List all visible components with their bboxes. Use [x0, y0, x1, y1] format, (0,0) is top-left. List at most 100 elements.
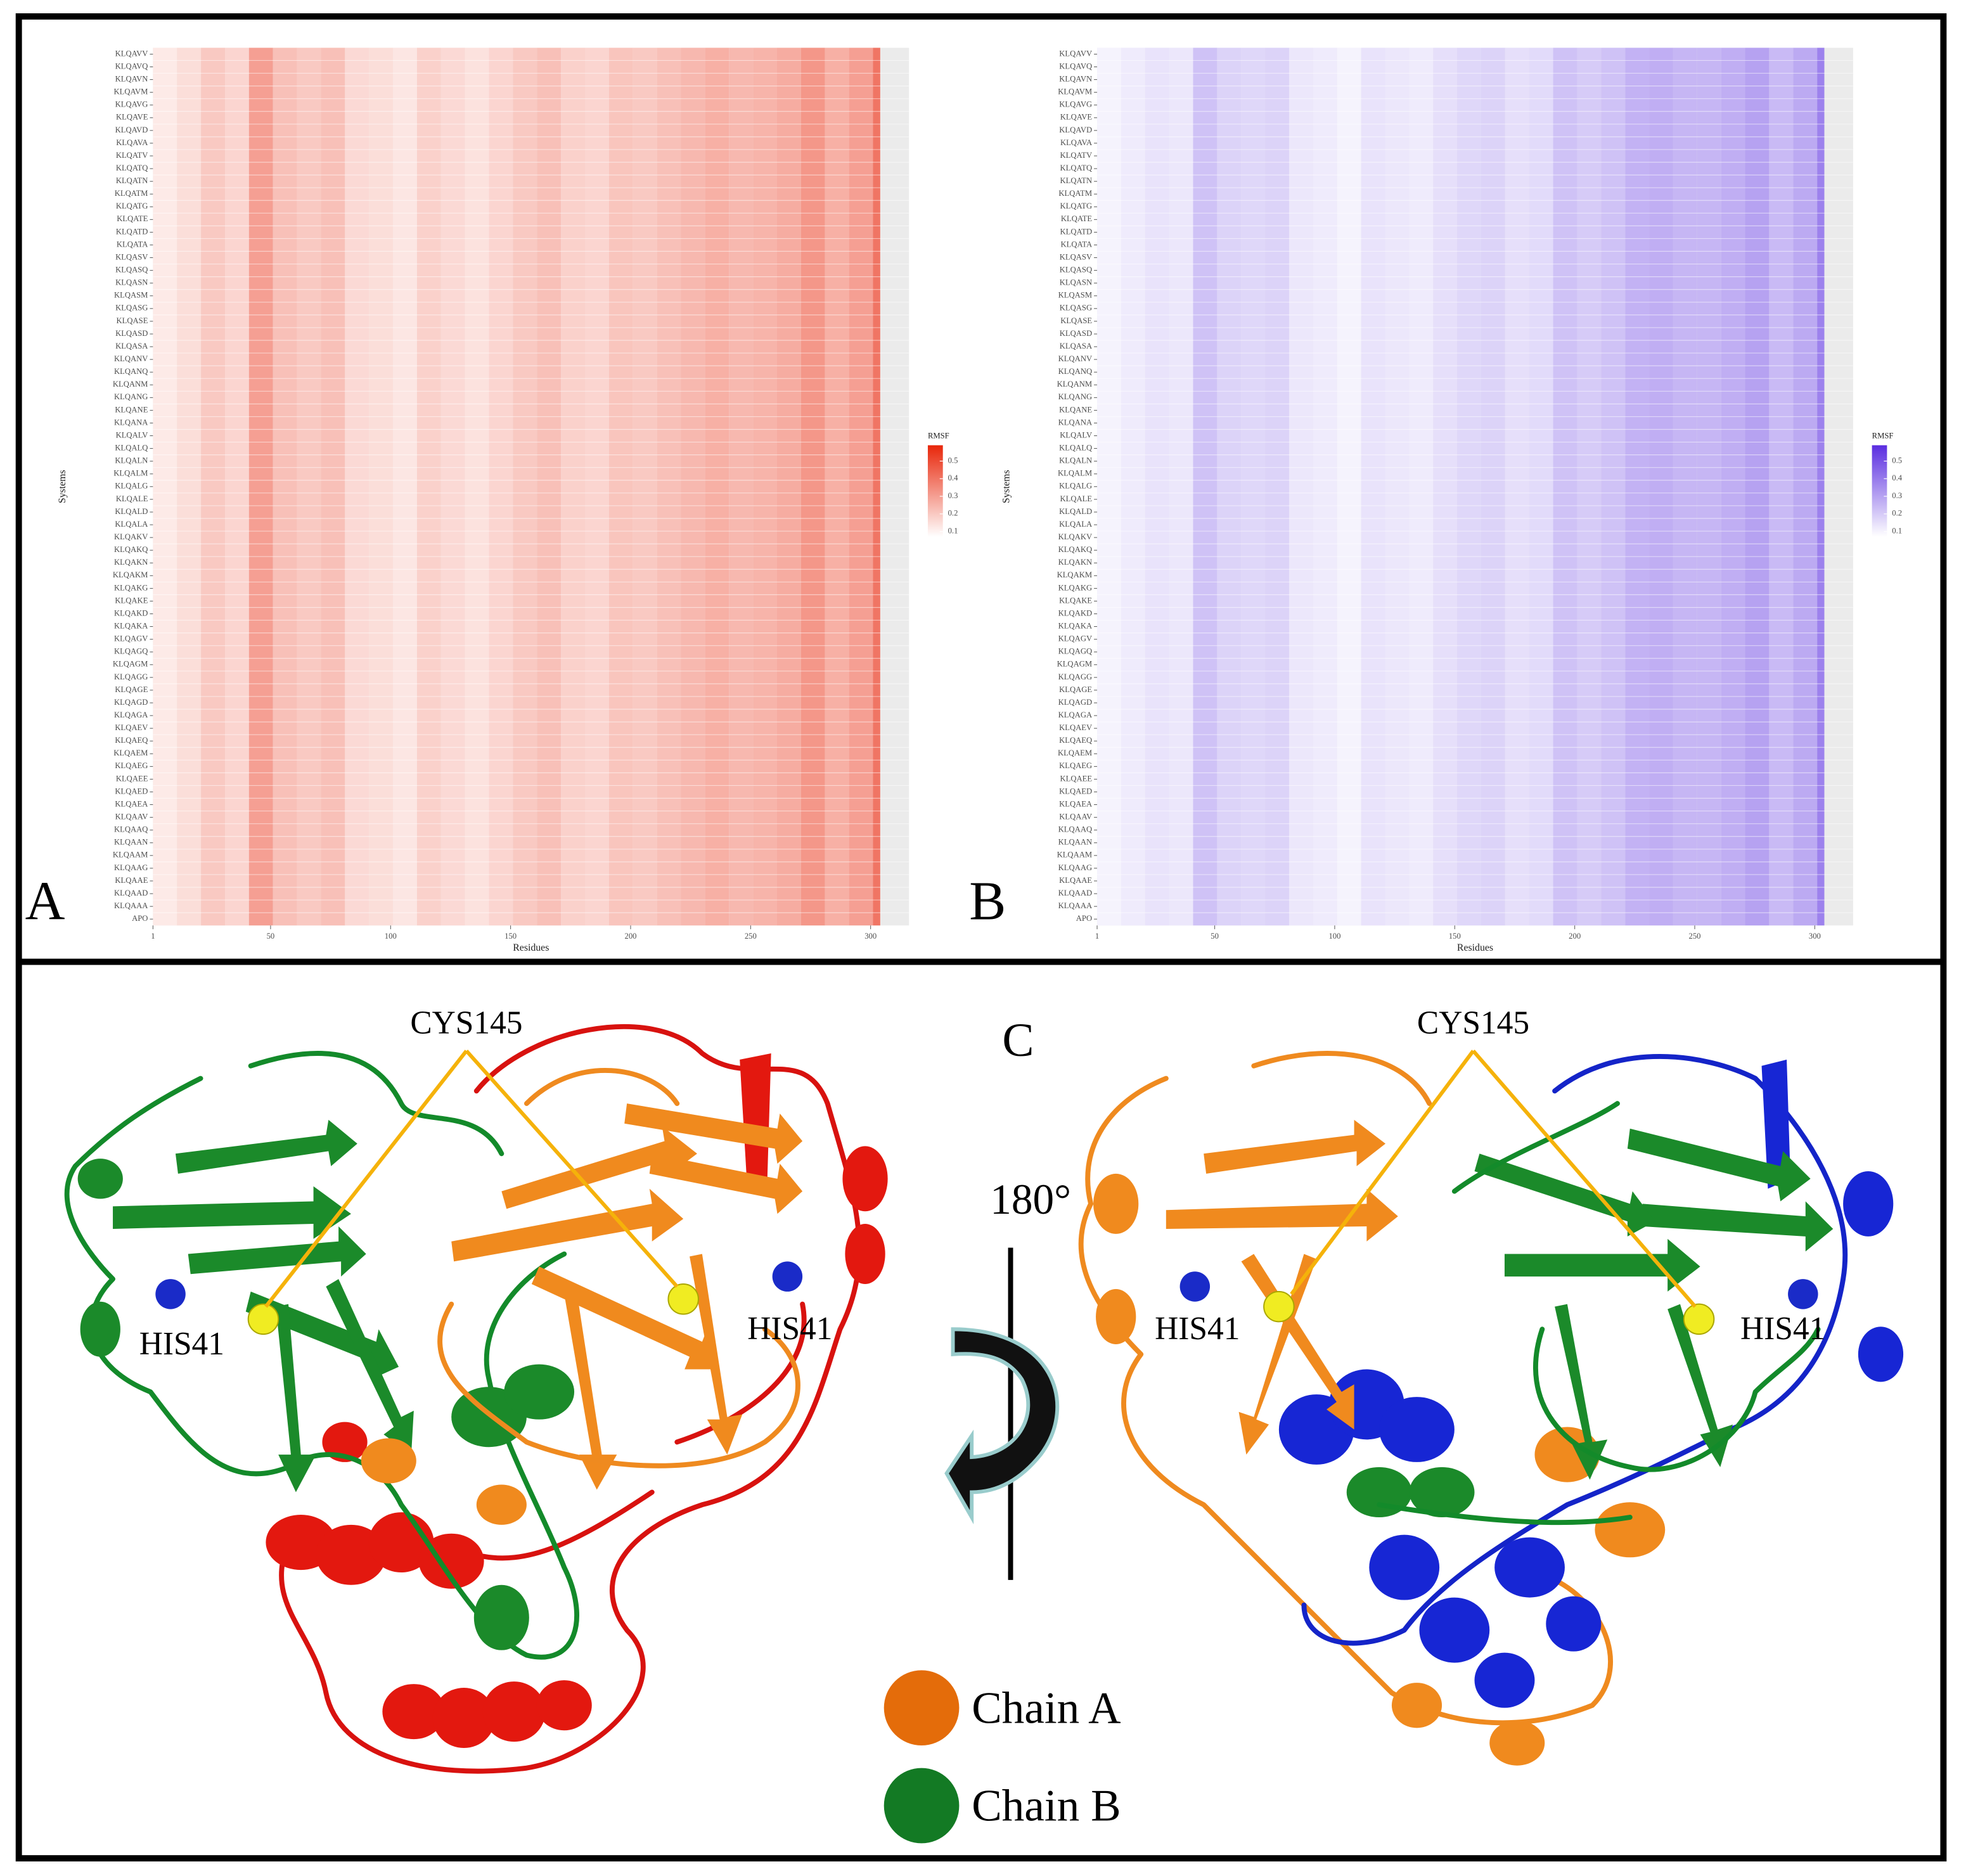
y-tick-label: KLQAAD: [1058, 889, 1092, 897]
colorbar-tick-label: 0.1: [948, 527, 958, 536]
legend-swatch: [883, 1670, 960, 1746]
colorbar: [927, 445, 943, 537]
y-tick-label: KLQAKN: [1058, 558, 1092, 567]
y-tick-label: KLQAGA: [1058, 710, 1093, 719]
heat-cell: [369, 48, 394, 926]
y-tick-label: KLQAAG: [1058, 863, 1092, 872]
heat-cell: [1529, 48, 1553, 926]
y-tick-label: KLQALM: [1058, 469, 1092, 478]
y-tick-label: KLQAGE: [115, 685, 148, 694]
x-tick-label: 100: [1328, 932, 1340, 941]
colorbar-tick-label: 0.1: [1892, 527, 1902, 536]
legend-label: Chain A: [972, 1683, 1121, 1733]
heat-cell: [753, 48, 777, 926]
heat-cell: [1649, 48, 1673, 926]
heatmap-panel: KLQAVV KLQAVQ KLQAVN KLQAVM KLQAVG KLQAVE KLQA…: [25, 48, 958, 953]
heat-cell: [1673, 48, 1697, 926]
y-tick-label: KLQASD: [1060, 329, 1092, 338]
y-tick-label: KLQATV: [116, 151, 148, 160]
heat-cell: [1288, 48, 1313, 926]
y-tick-label: KLQAVN: [1059, 74, 1092, 83]
heat-cell: [1505, 48, 1529, 926]
y-tick-label: KLQATQ: [1060, 164, 1092, 172]
rotation-arrow: [944, 1327, 1060, 1525]
heat-cell: [1193, 48, 1218, 926]
y-tick-label: KLQAVA: [116, 138, 148, 147]
rotation-label: 180°: [990, 1176, 1071, 1223]
y-tick-label: KLQATA: [1061, 240, 1093, 248]
x-tick-label: 250: [745, 932, 757, 941]
y-tick-label: KLQAKQ: [114, 545, 148, 554]
y-tick-label: KLQATM: [1058, 189, 1092, 198]
y-tick-label: KLQAEM: [1058, 748, 1092, 757]
structure-right: [1078, 1050, 1904, 1766]
y-tick-label: KLQAGG: [114, 672, 148, 681]
y-tick-label: KLQAVM: [114, 87, 148, 96]
heat-cell: [1577, 48, 1602, 926]
heatmaps: KLQAVV KLQAVQ KLQAVN KLQAVM KLQAVG KLQAVE KLQA…: [25, 48, 1903, 953]
x-tick-label: 300: [1809, 932, 1821, 941]
y-tick-label: KLQATD: [1060, 227, 1092, 236]
y-tick-label: KLQATE: [117, 214, 148, 223]
y-tick-label: KLQAVV: [1059, 49, 1092, 58]
y-tick-label: KLQAAM: [113, 851, 148, 859]
x-tick-label: 50: [1211, 932, 1219, 941]
heat-cell: [1721, 48, 1745, 926]
panel-label: A: [25, 870, 65, 931]
y-tick-label: KLQANM: [1057, 380, 1093, 389]
heat-cell: [825, 48, 849, 926]
heat-cell: [153, 48, 177, 926]
y-tick-label: KLQAKM: [1057, 570, 1093, 579]
heat-cell: [1769, 48, 1794, 926]
his-label: HIS41: [1155, 1311, 1240, 1347]
y-tick-label: KLQASQ: [115, 266, 148, 274]
y-tick-label: KLQAEG: [1059, 761, 1092, 770]
heat-cell: [273, 48, 297, 926]
y-tick-label: KLQATN: [1060, 176, 1092, 185]
colorbar-tick-label: 0.5: [1892, 456, 1902, 465]
heat-cell: [1169, 48, 1193, 926]
heat-cell: [776, 48, 801, 926]
y-tick-label: KLQAAD: [114, 889, 148, 897]
y-tick-label: KLQAEV: [1059, 723, 1092, 732]
y-tick-label: KLQAVQ: [1059, 61, 1092, 70]
y-tick-label: KLQASG: [1060, 304, 1092, 312]
heat-cell: [201, 48, 225, 926]
y-tick-label: KLQALE: [1060, 494, 1092, 503]
pointer-arrows: [1290, 1050, 1697, 1308]
green-strands: [77, 1119, 575, 1650]
heat-cell: [1409, 48, 1434, 926]
y-tick-label: KLQAAQ: [114, 825, 148, 834]
y-tick-label: KLQALE: [116, 494, 148, 503]
heat-cell: [1697, 48, 1721, 926]
colorbar: [1872, 445, 1887, 537]
his-sphere: [1788, 1279, 1818, 1309]
y-tick-label: KLQATG: [1060, 202, 1092, 210]
y-tick-label: KLQAAN: [1058, 838, 1092, 847]
y-tick-label: KLQAGV: [1058, 634, 1092, 643]
cys-sphere: [667, 1283, 699, 1315]
y-tick-label: KLQAEV: [115, 723, 148, 732]
y-tick-label: KLQAVN: [115, 74, 148, 83]
y-tick-label: KLQAVV: [115, 49, 148, 58]
y-axis-title: Systems: [57, 470, 68, 503]
y-tick-label: KLQAGD: [114, 698, 148, 707]
y-tick-label: KLQANA: [1058, 418, 1093, 427]
y-tick-label: KLQASG: [115, 304, 148, 312]
orange-elements: [1093, 1119, 1666, 1766]
y-tick-label: KLQANA: [114, 418, 148, 427]
y-tick-label: KLQAGM: [113, 660, 148, 669]
y-tick-label: KLQAKQ: [1058, 545, 1092, 554]
heat-cell: [465, 48, 489, 926]
heat-cell: [1265, 48, 1289, 926]
heat-cell: [729, 48, 754, 926]
y-tick-label: KLQASM: [114, 291, 148, 300]
heat-cell: [345, 48, 369, 926]
y-tick-label: KLQASQ: [1060, 266, 1092, 274]
x-tick-label: 1: [151, 932, 155, 941]
y-tick-label: KLQASV: [1060, 252, 1092, 261]
x-tick-label: 250: [1689, 932, 1701, 941]
y-tick-label: KLQAKV: [114, 532, 148, 541]
heat-cell: [585, 48, 609, 926]
legend-title: RMSF: [1872, 432, 1894, 440]
